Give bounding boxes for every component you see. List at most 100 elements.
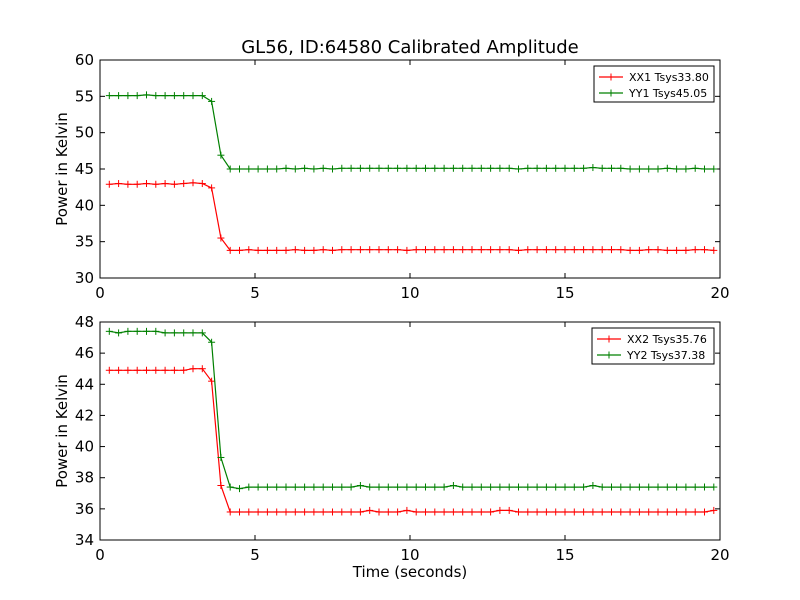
y-tick-label: 60 — [75, 51, 94, 69]
figure-title: GL56, ID:64580 Calibrated Amplitude — [241, 37, 579, 58]
data-point-marker — [663, 508, 671, 516]
data-point-marker — [375, 246, 383, 254]
data-point-marker — [626, 165, 634, 173]
data-point-marker — [115, 329, 123, 337]
data-point-marker — [152, 92, 160, 100]
data-point-marker — [208, 377, 216, 385]
data-point-marker — [635, 246, 643, 254]
data-point-marker — [533, 246, 541, 254]
data-point-marker — [449, 482, 457, 489]
data-point-marker — [449, 246, 457, 254]
data-point-marker — [356, 508, 364, 516]
data-point-marker — [561, 246, 569, 254]
data-point-marker — [170, 329, 178, 337]
legend-box — [593, 65, 715, 103]
x-tick-label: 5 — [250, 284, 260, 302]
x-tick-label: 20 — [710, 284, 729, 302]
data-point-marker — [310, 165, 318, 173]
data-point-marker — [245, 246, 253, 254]
data-point-marker — [329, 246, 336, 254]
data-point-marker — [542, 508, 550, 516]
data-point-marker — [143, 327, 150, 335]
data-point-marker — [198, 92, 206, 100]
data-point-marker — [710, 483, 718, 491]
data-point-marker — [552, 246, 560, 254]
data-point-marker — [598, 508, 606, 516]
data-point-marker — [608, 164, 615, 172]
data-point-marker — [394, 483, 402, 491]
data-point-marker — [143, 180, 150, 188]
data-point-marker — [431, 164, 439, 172]
legend-item: YY1 Tsys45.05 — [599, 87, 707, 100]
data-point-marker — [533, 483, 541, 491]
data-point-marker — [161, 366, 169, 374]
data-point-marker — [217, 482, 225, 489]
data-point-marker — [710, 165, 718, 173]
data-point-marker — [263, 165, 271, 173]
data-point-marker — [180, 180, 188, 188]
data-point-marker — [384, 508, 392, 516]
x-tick-label: 20 — [710, 546, 729, 564]
data-point-marker — [152, 180, 160, 188]
y-tick-label: 55 — [75, 87, 94, 105]
data-point-marker — [487, 164, 495, 172]
data-point-marker — [403, 164, 411, 172]
data-point-marker — [608, 508, 615, 516]
data-point-marker — [170, 180, 178, 188]
data-point-marker — [291, 483, 299, 491]
data-point-marker — [301, 483, 309, 491]
y-tick-label: 38 — [75, 469, 94, 487]
data-point-marker — [282, 508, 290, 516]
data-point-marker — [468, 164, 476, 172]
data-point-marker — [691, 508, 699, 516]
data-point-marker — [710, 506, 718, 514]
data-point-marker — [654, 246, 662, 254]
data-point-marker — [608, 483, 615, 491]
data-point-marker — [691, 164, 699, 172]
data-point-marker — [682, 246, 690, 254]
data-point-marker — [301, 508, 309, 516]
data-point-marker — [282, 246, 290, 254]
data-point-marker — [682, 165, 690, 173]
data-point-marker — [161, 329, 169, 337]
data-point-marker — [329, 508, 336, 516]
data-point-marker — [189, 329, 197, 337]
data-point-marker — [468, 246, 476, 254]
data-point-marker — [226, 508, 234, 516]
data-point-marker — [663, 164, 671, 172]
data-point-marker — [598, 246, 606, 254]
legend-box — [591, 327, 715, 365]
data-point-marker — [654, 165, 662, 173]
series-xx1 — [105, 179, 718, 254]
data-point-marker — [245, 165, 253, 173]
data-point-marker — [124, 327, 132, 335]
bottom-plot-panel: 0 5 10 15 20 34 36 38 40 42 44 46 48 Power in Kelvin T… — [53, 313, 730, 581]
data-point-marker — [701, 483, 708, 491]
data-point-marker — [589, 482, 597, 489]
data-point-marker — [505, 164, 513, 172]
data-point-marker — [263, 483, 271, 491]
data-point-marker — [143, 91, 150, 99]
data-point-marker — [477, 164, 485, 172]
data-point-marker — [449, 164, 457, 172]
data-point-marker — [422, 508, 429, 516]
data-point-marker — [375, 508, 383, 516]
data-point-marker — [496, 164, 504, 172]
y-tick-label: 34 — [75, 531, 94, 549]
data-point-marker — [338, 246, 346, 254]
x-tick-label: 15 — [555, 546, 574, 564]
data-point-marker — [180, 92, 188, 100]
data-point-marker — [189, 365, 197, 373]
data-point-marker — [524, 483, 532, 491]
data-point-marker — [496, 506, 504, 514]
y-tick-label: 45 — [75, 160, 94, 178]
data-point-marker — [412, 483, 420, 491]
data-point-marker — [143, 366, 150, 374]
y-tick-label: 44 — [75, 375, 94, 393]
data-point-marker — [691, 246, 699, 254]
legend-item: XX1 Tsys33.80 — [599, 71, 709, 84]
data-point-marker — [310, 483, 318, 491]
y-axis-label: Power in Kelvin — [53, 374, 71, 488]
data-point-marker — [412, 508, 420, 516]
y-tick-label: 48 — [75, 313, 94, 331]
